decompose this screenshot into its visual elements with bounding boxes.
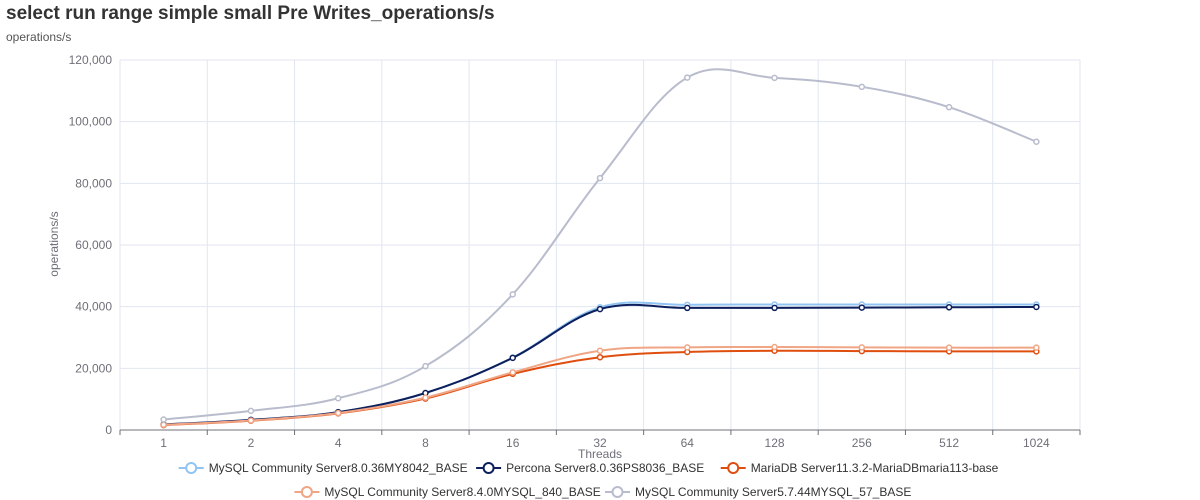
- data-point[interactable]: [509, 369, 516, 376]
- data-point[interactable]: [684, 74, 691, 81]
- x-tick-label: 4: [335, 436, 342, 450]
- data-point[interactable]: [160, 416, 167, 423]
- x-tick-label: 16: [506, 436, 520, 450]
- data-point[interactable]: [334, 409, 342, 417]
- data-point[interactable]: [684, 304, 691, 312]
- x-tick-label: 64: [681, 436, 695, 450]
- data-point[interactable]: [509, 354, 516, 362]
- legend-label: Percona Server8.0.36PS8036_BASE: [506, 461, 704, 475]
- chart-title: select run range simple small Pre Writes…: [6, 3, 495, 24]
- data-point[interactable]: [596, 353, 604, 361]
- y-tick-label: 0: [105, 423, 112, 437]
- grid-lines: [119, 59, 1081, 430]
- x-tick-label: 1: [160, 436, 167, 450]
- x-tick-label: 128: [765, 436, 785, 450]
- y-tick-label: 100,000: [69, 115, 113, 129]
- y-tick-label: 40,000: [75, 300, 112, 314]
- x-axis: 1 2 4 8 16 32 64 128 256 512 1024: [119, 429, 1081, 450]
- y-axis-label: operations/s: [47, 211, 61, 276]
- legend-label: MySQL Community Server5.7.44MYSQL_57_BAS…: [635, 485, 911, 499]
- data-point[interactable]: [1033, 344, 1040, 351]
- data-point[interactable]: [1033, 303, 1040, 311]
- data-point[interactable]: [858, 83, 866, 91]
- data-point[interactable]: [422, 362, 429, 370]
- y-tick-label: 80,000: [75, 176, 112, 190]
- series-1: [160, 301, 1040, 428]
- x-tick-label: 32: [593, 436, 607, 450]
- series-2: [160, 303, 1040, 428]
- y-tick-label: 60,000: [75, 238, 112, 252]
- data-point[interactable]: [596, 347, 604, 355]
- series-3: [160, 347, 1040, 429]
- x-tick-label: 1024: [1023, 436, 1050, 450]
- data-point[interactable]: [771, 304, 778, 312]
- legend-label: MariaDB Server11.3.2-MariaDBmaria113-bas…: [751, 461, 999, 475]
- legend-item[interactable]: MySQL Community Server8.0.36MY8042_BASE: [178, 461, 468, 475]
- data-point[interactable]: [596, 305, 604, 313]
- data-point[interactable]: [945, 344, 953, 351]
- data-point[interactable]: [771, 343, 778, 351]
- series-4: [160, 343, 1040, 429]
- data-point[interactable]: [422, 394, 429, 401]
- legend-swatch-marker: [185, 462, 198, 474]
- legend-swatch-marker: [482, 462, 495, 474]
- legend-item[interactable]: Percona Server8.0.36PS8036_BASE: [476, 461, 704, 475]
- y-tick-label: 20,000: [75, 361, 112, 375]
- data-point[interactable]: [509, 291, 516, 298]
- series-5: [160, 68, 1040, 423]
- data-point[interactable]: [945, 103, 953, 111]
- y-tick-label: 120,000: [69, 53, 113, 67]
- data-point[interactable]: [596, 174, 604, 182]
- x-tick-label: 256: [852, 436, 872, 450]
- legend-label: MySQL Community Server8.4.0MYSQL_840_BAS…: [324, 485, 600, 499]
- legend-swatch-marker: [611, 486, 624, 498]
- data-point[interactable]: [684, 344, 691, 351]
- series-lines: [160, 68, 1040, 429]
- legend-swatch-marker: [300, 486, 313, 498]
- data-point[interactable]: [247, 417, 255, 424]
- y-axis-ticks: 0 20,000 40,000 60,000 80,000 100,000 120,000: [69, 53, 113, 437]
- legend-item[interactable]: MySQL Community Server8.4.0MYSQL_840_BAS…: [294, 485, 601, 499]
- data-point[interactable]: [858, 344, 866, 351]
- data-point[interactable]: [858, 304, 866, 311]
- legend-label: MySQL Community Server8.0.36MY8042_BASE: [209, 461, 468, 475]
- data-point[interactable]: [160, 421, 167, 429]
- legend-item[interactable]: MariaDB Server11.3.2-MariaDBmaria113-bas…: [720, 461, 999, 475]
- x-tick-label: 512: [939, 436, 959, 450]
- data-point[interactable]: [771, 74, 778, 82]
- legend-swatch-marker: [727, 462, 740, 474]
- data-point[interactable]: [1033, 138, 1040, 145]
- legend-item[interactable]: MySQL Community Server5.7.44MYSQL_57_BAS…: [605, 485, 911, 499]
- unit-label: operations/s: [6, 30, 72, 44]
- x-tick-label: 8: [422, 436, 429, 450]
- legend: MySQL Community Server8.0.36MY8042_BASE P…: [178, 461, 999, 499]
- data-point[interactable]: [334, 394, 342, 402]
- data-point[interactable]: [945, 304, 953, 311]
- data-point[interactable]: [247, 407, 255, 415]
- x-tick-label: 2: [248, 436, 255, 450]
- x-axis-label: Threads: [578, 447, 622, 461]
